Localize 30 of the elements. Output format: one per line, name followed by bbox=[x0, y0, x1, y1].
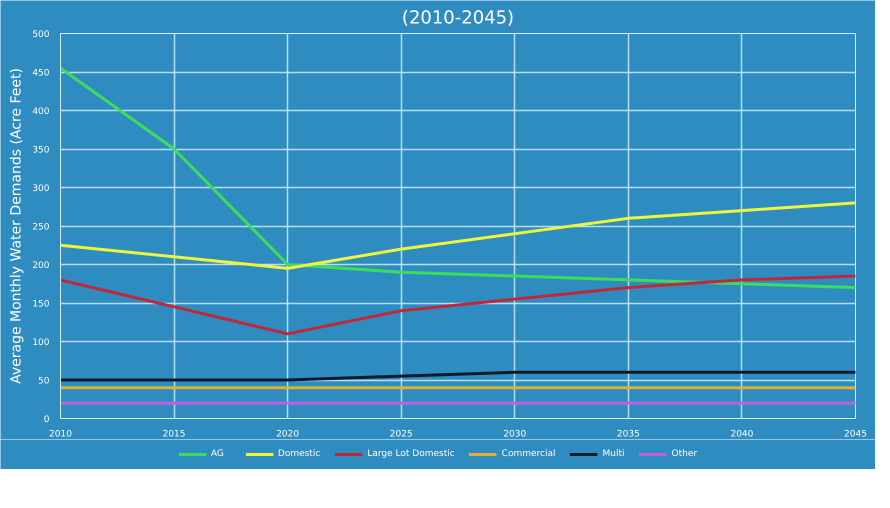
y-tick-label: 300 bbox=[32, 184, 50, 194]
legend-label: AG bbox=[210, 449, 225, 459]
chart-title: (2010-2045) bbox=[402, 8, 514, 28]
line-series bbox=[60, 66, 856, 290]
legend-label: Domestic bbox=[278, 449, 320, 459]
legend-label: Commercial bbox=[502, 449, 556, 459]
x-tick-label: 2035 bbox=[616, 430, 640, 440]
y-tick-label: 0 bbox=[44, 415, 50, 425]
x-tick-label: 2020 bbox=[276, 430, 300, 440]
x-tick-label: 2040 bbox=[730, 430, 754, 440]
x-tick-label: 2045 bbox=[844, 430, 867, 440]
x-tick-label: 2025 bbox=[390, 430, 413, 440]
y-tick-label: 500 bbox=[32, 30, 50, 40]
y-axis-title: Average Monthly Water Demands (Acre Feet) bbox=[8, 68, 24, 384]
y-tick-label: 100 bbox=[32, 338, 50, 348]
x-tick-label: 2015 bbox=[162, 430, 186, 440]
y-tick-label: 200 bbox=[32, 261, 50, 271]
legend-label: Multi bbox=[602, 449, 625, 459]
legend-label: Other bbox=[672, 449, 698, 459]
y-tick-label: 450 bbox=[32, 68, 50, 78]
y-tick-label: 50 bbox=[38, 376, 50, 386]
x-tick-label: 2010 bbox=[49, 430, 72, 440]
line-series bbox=[60, 274, 856, 336]
x-tick-label: 2030 bbox=[503, 430, 527, 440]
y-tick-label: 400 bbox=[32, 107, 50, 117]
y-tick-label: 250 bbox=[32, 222, 50, 232]
y-tick-label: 150 bbox=[32, 300, 50, 310]
legend-label: Large Lot Domestic bbox=[367, 449, 455, 459]
y-tick-label: 350 bbox=[32, 146, 50, 156]
line-series bbox=[60, 201, 856, 270]
